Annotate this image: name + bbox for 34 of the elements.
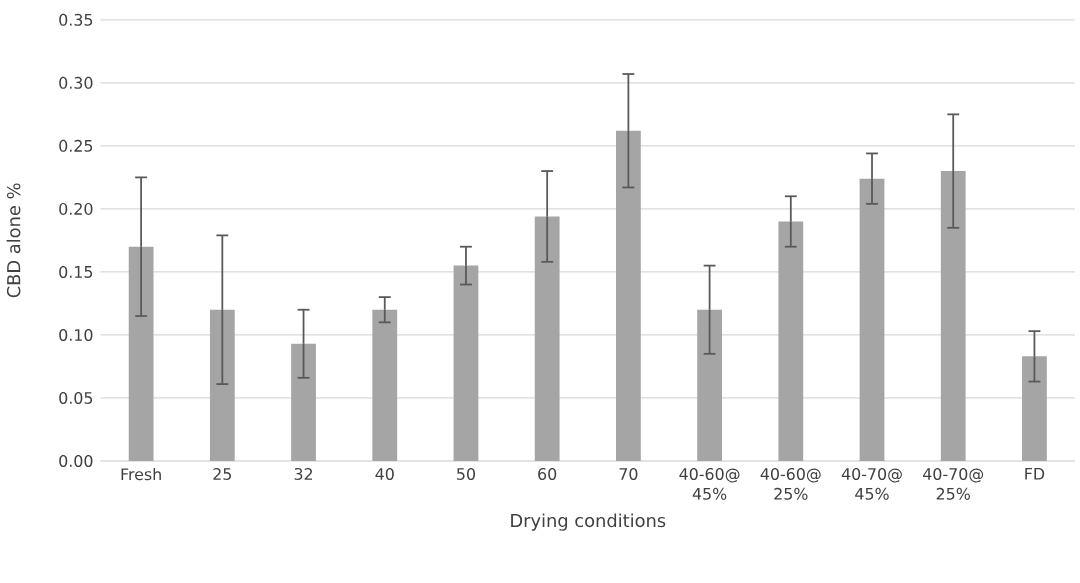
bar xyxy=(209,309,235,462)
y-tick-label: 0.20 xyxy=(59,202,93,215)
y-tick-label: 0.00 xyxy=(59,455,93,467)
bar xyxy=(291,343,316,462)
x-tick-label: 40-70@ 45% xyxy=(841,468,902,500)
y-tick-label: 0.10 xyxy=(59,328,93,341)
x-tick-label: FD xyxy=(1025,468,1045,480)
y-tick-label: 0.30 xyxy=(59,76,93,89)
x-tick-label: 32 xyxy=(294,468,313,481)
bar xyxy=(697,309,722,462)
x-tick-label: Fresh xyxy=(121,468,161,481)
bar xyxy=(940,171,966,462)
bar xyxy=(534,216,560,462)
y-tick-label: 0.25 xyxy=(59,139,93,152)
bar xyxy=(778,221,804,462)
bar xyxy=(372,309,398,462)
y-axis-title: CBD alone % xyxy=(6,183,21,298)
x-tick-label: 60 xyxy=(538,468,557,481)
x-tick-label: 40 xyxy=(375,468,394,481)
x-tick-label: 40-60@ 25% xyxy=(760,468,821,500)
x-tick-label: 40-60@ 45% xyxy=(679,468,740,500)
x-tick-label: 50 xyxy=(457,468,476,481)
y-tick-label: 0.15 xyxy=(59,265,93,278)
x-tick-label: 40-70@ 25% xyxy=(923,468,984,500)
bar xyxy=(859,178,885,462)
bar xyxy=(453,265,479,462)
x-tick-label: 25 xyxy=(213,468,232,481)
bar xyxy=(128,246,154,462)
x-tick-label: 70 xyxy=(619,468,638,481)
y-tick-label: 0.35 xyxy=(59,13,93,26)
bar xyxy=(1022,356,1047,462)
x-axis-title: Drying conditions xyxy=(511,513,666,531)
bar xyxy=(615,130,641,462)
y-tick-label: 0.05 xyxy=(59,391,93,404)
